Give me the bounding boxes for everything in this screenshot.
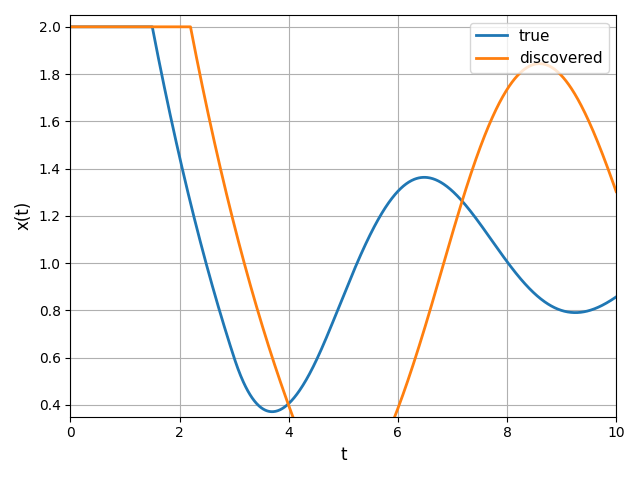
discovered <box>612 189 620 194</box>
true <box>269 409 276 414</box>
true <box>177 161 185 167</box>
true <box>492 244 500 250</box>
discovered <box>492 106 500 112</box>
true <box>513 271 520 276</box>
true <box>67 24 74 30</box>
discovered <box>586 121 594 127</box>
Legend: true, discovered: true, discovered <box>470 23 609 72</box>
X-axis label: t: t <box>340 446 346 464</box>
true <box>550 304 557 310</box>
discovered <box>177 24 185 30</box>
true <box>586 308 594 313</box>
discovered <box>100 24 108 30</box>
true <box>612 294 620 300</box>
Y-axis label: x(t): x(t) <box>15 201 33 230</box>
Line: discovered: discovered <box>70 27 616 479</box>
discovered <box>67 24 74 30</box>
Line: true: true <box>70 27 616 411</box>
discovered <box>513 74 520 80</box>
true <box>100 24 108 30</box>
discovered <box>550 66 557 71</box>
